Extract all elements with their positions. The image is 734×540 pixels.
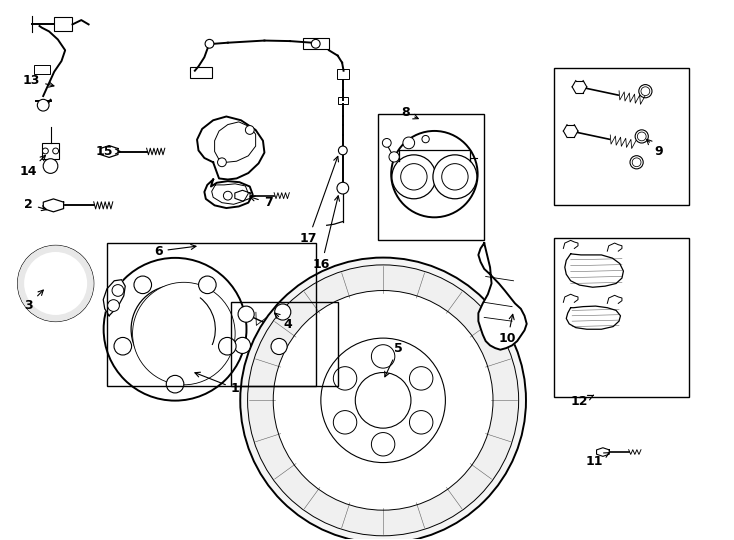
Polygon shape	[566, 306, 620, 329]
Polygon shape	[479, 243, 527, 350]
Text: 4: 4	[275, 313, 292, 332]
Bar	[554, 68, 689, 205]
Ellipse shape	[410, 367, 433, 390]
Bar	[554, 238, 689, 396]
Text: 3: 3	[24, 290, 43, 312]
Ellipse shape	[24, 252, 87, 315]
Text: 12: 12	[571, 395, 594, 408]
Bar	[34, 65, 50, 75]
Text: 9: 9	[647, 139, 663, 158]
Ellipse shape	[392, 155, 436, 199]
Ellipse shape	[134, 276, 151, 294]
Ellipse shape	[371, 345, 395, 368]
Text: 10: 10	[499, 314, 517, 346]
Ellipse shape	[53, 148, 59, 154]
Ellipse shape	[43, 159, 58, 173]
Ellipse shape	[371, 433, 395, 456]
Polygon shape	[204, 179, 252, 208]
Text: 14: 14	[20, 156, 46, 179]
Ellipse shape	[18, 245, 94, 321]
Bar	[338, 97, 348, 104]
Bar	[189, 67, 211, 78]
Ellipse shape	[133, 282, 235, 385]
Ellipse shape	[382, 138, 391, 147]
Bar	[231, 302, 338, 386]
Text: 15: 15	[96, 145, 120, 158]
Bar	[337, 69, 349, 79]
Ellipse shape	[37, 99, 49, 111]
Text: 2: 2	[24, 198, 47, 211]
Ellipse shape	[333, 367, 357, 390]
Text: 5: 5	[385, 342, 403, 377]
Bar	[303, 38, 329, 49]
Ellipse shape	[273, 291, 493, 510]
Polygon shape	[564, 254, 623, 287]
Bar	[54, 17, 73, 31]
Text: 6: 6	[154, 245, 196, 258]
Ellipse shape	[311, 39, 320, 48]
Ellipse shape	[112, 285, 124, 296]
Ellipse shape	[333, 410, 357, 434]
Ellipse shape	[240, 258, 526, 540]
Ellipse shape	[391, 131, 478, 217]
Ellipse shape	[199, 276, 216, 294]
Text: 8: 8	[401, 106, 418, 119]
Polygon shape	[103, 280, 126, 316]
Bar	[42, 144, 59, 159]
Ellipse shape	[337, 183, 349, 194]
Bar	[378, 114, 484, 240]
Ellipse shape	[108, 300, 120, 312]
Ellipse shape	[43, 148, 48, 154]
Ellipse shape	[114, 338, 131, 355]
Ellipse shape	[355, 373, 411, 428]
Ellipse shape	[433, 155, 477, 199]
Ellipse shape	[442, 164, 468, 190]
Bar	[107, 243, 316, 386]
Ellipse shape	[271, 339, 287, 355]
Ellipse shape	[223, 191, 232, 200]
Ellipse shape	[403, 137, 415, 148]
Ellipse shape	[103, 258, 247, 401]
Text: 11: 11	[585, 453, 609, 468]
Ellipse shape	[167, 375, 184, 393]
Ellipse shape	[152, 306, 198, 353]
Ellipse shape	[245, 126, 254, 134]
Ellipse shape	[338, 146, 347, 155]
Text: 7: 7	[250, 196, 272, 209]
Ellipse shape	[238, 306, 254, 322]
Ellipse shape	[247, 265, 519, 536]
Ellipse shape	[401, 164, 427, 190]
Ellipse shape	[410, 410, 433, 434]
Ellipse shape	[321, 338, 446, 463]
Ellipse shape	[205, 39, 214, 48]
Ellipse shape	[389, 152, 399, 162]
Ellipse shape	[164, 318, 186, 341]
Ellipse shape	[275, 304, 291, 320]
Ellipse shape	[422, 136, 429, 143]
Ellipse shape	[219, 338, 236, 355]
Polygon shape	[197, 117, 264, 179]
Text: 17: 17	[299, 157, 338, 245]
Ellipse shape	[217, 158, 226, 167]
Text: 13: 13	[23, 74, 54, 87]
Ellipse shape	[234, 338, 250, 354]
Ellipse shape	[131, 285, 219, 373]
Text: 1: 1	[195, 372, 239, 395]
Text: 16: 16	[313, 196, 339, 271]
